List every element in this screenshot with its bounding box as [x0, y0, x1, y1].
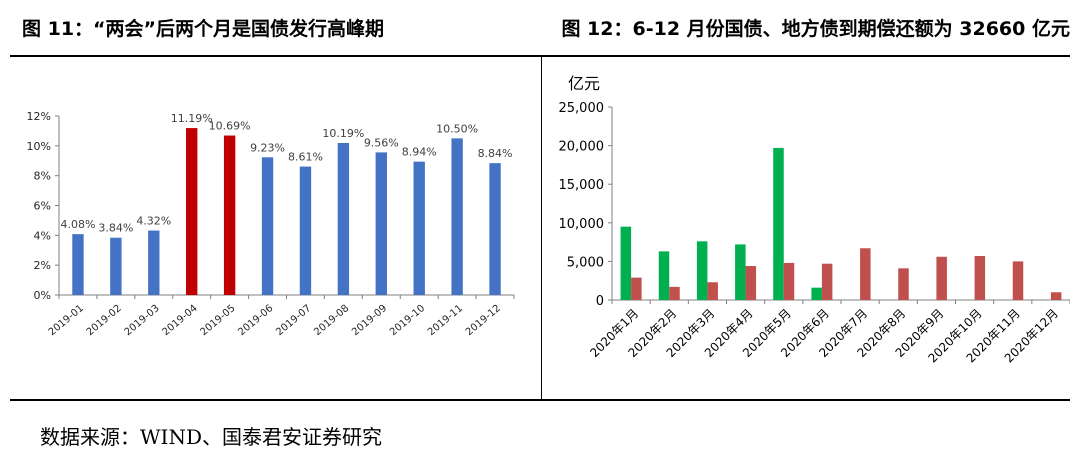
- x-tick-label: 2019-06: [236, 303, 275, 338]
- x-tick-label: 2019-07: [274, 303, 313, 338]
- panel-divider: [541, 57, 542, 399]
- data-label: 10.19%: [322, 127, 364, 140]
- y-tick-label: 8%: [34, 170, 51, 183]
- bar-series-green: [696, 241, 708, 300]
- bar-series-red: [631, 277, 642, 300]
- bar-series-red: [745, 266, 757, 300]
- bar-series-green: [735, 244, 746, 300]
- bar-series-red: [1050, 292, 1062, 300]
- data-label: 8.84%: [478, 147, 513, 160]
- data-label: 10.50%: [436, 122, 478, 135]
- bar-series-red: [974, 255, 986, 300]
- data-label: 4.32%: [136, 215, 171, 228]
- x-tick-label: 2019-11: [426, 303, 465, 338]
- bar: [72, 234, 84, 295]
- x-tick-label: 2019-08: [312, 303, 351, 338]
- bar: [451, 138, 463, 295]
- bar: [110, 237, 122, 295]
- data-label: 10.69%: [209, 120, 251, 133]
- bar-series-red: [669, 286, 680, 300]
- bar: [413, 161, 425, 295]
- y-tick-label: 15,000: [559, 178, 605, 193]
- data-source-note: 数据来源：WIND、国泰君安证券研究: [40, 425, 382, 449]
- bar: [223, 135, 236, 295]
- y-tick-label: 2%: [34, 259, 51, 272]
- bond-maturity-chart: 亿元05,00010,00015,00020,00025,0002020年1月2…: [559, 74, 1070, 365]
- figure-11-title: 图 11：“两会”后两个月是国债发行高峰期: [22, 18, 385, 40]
- bar: [375, 152, 387, 295]
- data-label: 3.84%: [98, 222, 133, 235]
- y-tick-label: 0%: [34, 289, 51, 302]
- x-tick-label: 2019-09: [350, 303, 389, 338]
- y-tick-label: 12%: [27, 110, 51, 123]
- bar-series-red: [860, 248, 871, 300]
- data-label: 8.94%: [402, 146, 437, 159]
- y-tick-label: 6%: [34, 200, 51, 213]
- data-label: 4.08%: [60, 218, 95, 231]
- x-tick-label: 2019-03: [123, 303, 162, 338]
- bar-series-red: [936, 256, 947, 300]
- x-tick-label: 2019-01: [47, 303, 86, 338]
- bar-series-green: [773, 147, 784, 300]
- x-tick-label: 2019-05: [198, 303, 237, 338]
- bar-series-red: [783, 262, 795, 300]
- bar-series-red: [707, 282, 718, 300]
- bar-series-red: [821, 263, 833, 300]
- bar: [148, 230, 160, 295]
- y-tick-label: 0: [596, 294, 604, 309]
- y-axis-unit-label: 亿元: [568, 74, 600, 93]
- data-label: 9.23%: [250, 141, 285, 154]
- x-tick-label: 2019-10: [388, 303, 427, 338]
- y-tick-label: 10,000: [559, 217, 605, 232]
- bar-series-green: [658, 251, 670, 300]
- figure-12-title: 图 12：6-12 月份国债、地方债到期偿还额为 32660 亿元: [561, 18, 1070, 40]
- bar: [489, 163, 501, 295]
- bar-series-green: [620, 226, 632, 300]
- data-label: 9.56%: [364, 136, 399, 149]
- data-label: 11.19%: [171, 112, 213, 125]
- bar-series-green: [811, 287, 822, 300]
- data-label: 8.61%: [288, 151, 323, 164]
- bottom-rule: [10, 399, 1070, 401]
- x-tick-label: 2019-02: [85, 303, 124, 338]
- y-tick-label: 10%: [27, 140, 51, 153]
- x-tick-label: 2019-12: [464, 303, 503, 338]
- bar: [261, 157, 274, 295]
- x-tick-label: 2019-04: [161, 303, 200, 338]
- bar: [299, 166, 312, 295]
- y-tick-label: 25,000: [559, 101, 605, 116]
- y-tick-label: 5,000: [567, 255, 604, 270]
- top-rule: [10, 55, 1070, 57]
- y-tick-label: 4%: [34, 229, 51, 242]
- bar-series-red: [898, 268, 909, 300]
- bar-series-red: [1012, 261, 1024, 300]
- y-tick-label: 20,000: [559, 140, 605, 155]
- bar: [186, 128, 198, 295]
- bond-issuance-share-chart: 0% 2% 4% 6% 8% 10% 12% 4.08% 2019-01 3.84% 2019-02…: [27, 110, 515, 338]
- bar: [337, 142, 350, 295]
